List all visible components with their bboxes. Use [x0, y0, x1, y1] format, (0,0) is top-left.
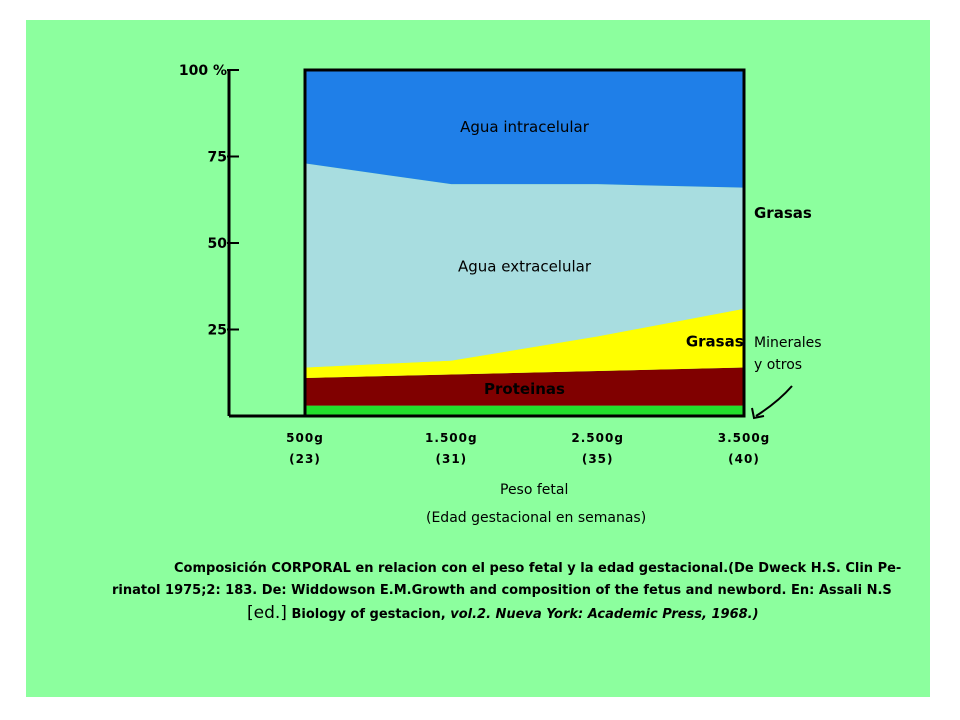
x-tick-weeks: (40) — [728, 452, 760, 466]
band-agua_extracelular — [305, 163, 744, 368]
figure-caption: Composición CORPORAL en relacion con el … — [112, 558, 912, 626]
composition-chart: Proteinas Grasas Agua extracelular Agua int… — [179, 63, 822, 466]
x-tick-weeks: (35) — [582, 452, 614, 466]
y-tick-label: 50 — [208, 236, 228, 252]
x-tick-weeks: (31) — [435, 452, 467, 466]
x-tick-label: 1.500g — [425, 431, 478, 445]
band-label-agua_extracelular: Agua extracelular — [458, 257, 592, 275]
band-label-grasas: Grasas — [686, 332, 744, 350]
minerales-arrow — [755, 385, 793, 417]
band-proteinas — [305, 367, 744, 406]
side-label-grasas: Grasas — [754, 204, 812, 222]
band-label-agua_intracelular: Agua intracelular — [460, 118, 590, 136]
x-axis-subtitle: (Edad gestacional en semanas) — [426, 510, 647, 526]
caption-book-title: Biology of gestacion, — [286, 607, 451, 622]
slide-background: Proteinas Grasas Agua extracelular Agua int… — [26, 20, 930, 697]
caption-line-1: Composición CORPORAL en relacion con el … — [174, 561, 902, 576]
side-label-minerales: Minerales — [754, 335, 822, 351]
band-label-proteinas: Proteinas — [484, 380, 565, 398]
y-tick-label: 25 — [208, 323, 227, 339]
x-tick-weeks: (23) — [289, 452, 321, 466]
band-minerales — [305, 405, 744, 416]
band-grasas — [305, 308, 744, 378]
x-tick-label: 3.500g — [718, 431, 771, 445]
x-tick-label: 500g — [286, 431, 324, 445]
minerales-arrowhead — [751, 407, 765, 420]
x-tick-label: 2.500g — [571, 431, 624, 445]
caption-line-2: rinatol 1975;2: 183. De: Widdowson E.M.G… — [112, 583, 892, 598]
side-label-y-otros: y otros — [754, 357, 802, 373]
band-agua_intracelular — [305, 70, 744, 188]
caption-publisher: vol.2. Nueva York: Academic Press, 1968.… — [450, 607, 759, 622]
x-axis-title: Peso fetal — [500, 482, 569, 498]
caption-editor-bracket: [ed.] — [247, 603, 287, 623]
y-tick-label: 75 — [208, 150, 227, 166]
y-tick-label: 100 % — [179, 63, 227, 79]
caption-line-3: [ed.] Biology of gestacion, vol.2. Nueva… — [112, 602, 912, 626]
